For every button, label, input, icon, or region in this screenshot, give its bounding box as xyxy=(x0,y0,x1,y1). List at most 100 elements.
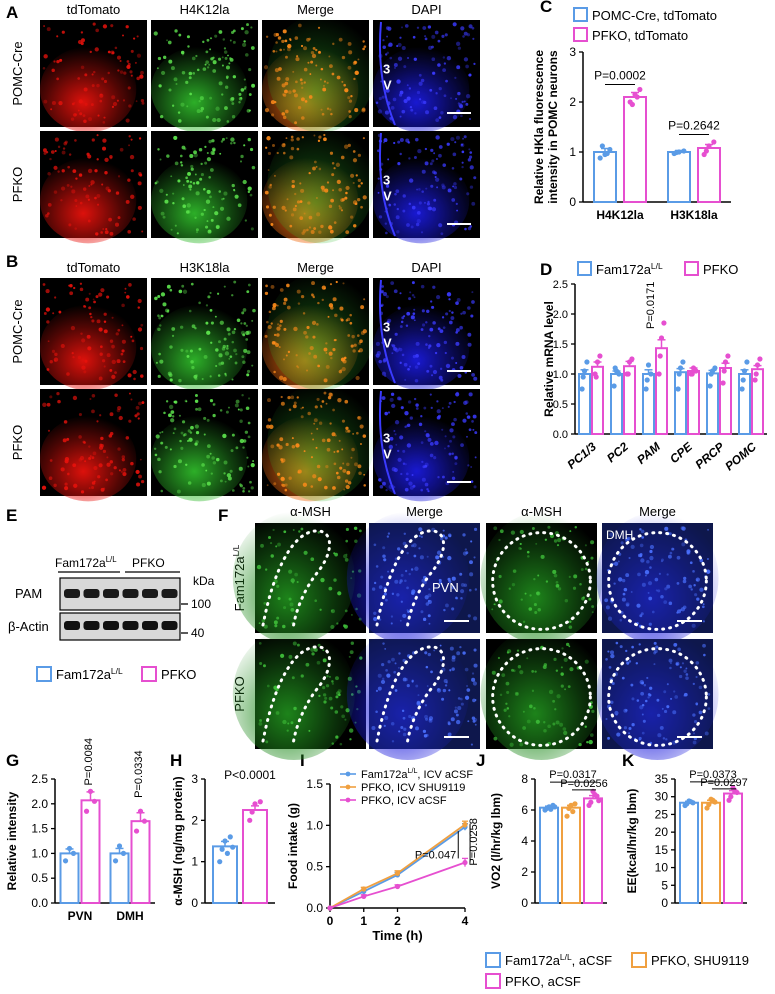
cell-dot xyxy=(203,354,208,359)
cell-dot xyxy=(412,484,416,488)
y-tick-label: 2.0 xyxy=(31,797,48,811)
cell-dot xyxy=(222,197,225,200)
cell-dot xyxy=(103,312,107,316)
cell-dot xyxy=(313,647,318,652)
cell-dot xyxy=(436,294,441,300)
cell-dot xyxy=(393,670,397,674)
y-tick-label: 1 xyxy=(191,855,198,869)
legend-label: PFKO, ICV SHU9119 xyxy=(361,782,465,794)
cell-dot xyxy=(420,78,425,83)
cell-dot xyxy=(352,150,356,153)
cell-dot xyxy=(317,531,320,534)
cell-dot xyxy=(53,357,59,362)
cell-dot xyxy=(45,150,49,154)
data-point xyxy=(83,808,90,814)
cell-dot xyxy=(90,103,94,107)
cell-dot xyxy=(341,197,346,202)
cell-dot xyxy=(391,403,396,409)
cell-dot xyxy=(522,710,525,713)
cell-dot xyxy=(348,50,353,55)
cell-dot xyxy=(177,111,181,114)
cell-dot xyxy=(218,30,223,34)
cell-dot xyxy=(447,722,451,726)
cell-dot xyxy=(466,684,469,688)
cell-dot xyxy=(90,180,95,185)
cell-dot xyxy=(221,93,224,96)
cell-dot xyxy=(72,395,78,401)
cell-dot xyxy=(251,319,254,322)
cell-dot xyxy=(169,345,173,349)
cell-dot xyxy=(425,343,428,346)
cell-dot xyxy=(91,481,96,485)
cell-dot xyxy=(607,736,610,740)
cell-dot xyxy=(671,547,675,551)
cell-dot xyxy=(325,364,330,369)
cell-dot xyxy=(544,538,547,541)
cell-dot xyxy=(685,673,689,676)
cell-dot xyxy=(241,393,244,397)
cell-dot xyxy=(300,527,304,531)
cell-dot xyxy=(421,477,426,482)
cell-dot xyxy=(195,430,200,435)
cell-dot xyxy=(461,354,466,359)
cell-dot xyxy=(283,606,287,610)
cell-dot xyxy=(323,391,327,395)
cell-dot xyxy=(553,657,557,661)
cell-dot xyxy=(68,153,72,156)
cell-dot xyxy=(84,460,87,463)
cell-dot xyxy=(276,151,279,155)
cell-dot xyxy=(198,301,201,305)
cell-dot xyxy=(619,618,623,622)
cell-dot xyxy=(399,435,404,440)
cell-dot xyxy=(663,709,668,714)
cell-dot xyxy=(303,46,307,51)
cell-dot xyxy=(438,153,442,158)
cell-dot xyxy=(455,41,461,46)
category-label: DMH xyxy=(116,909,143,923)
y-tick-label: 1.0 xyxy=(306,818,323,832)
cell-dot xyxy=(307,201,311,205)
cell-dot xyxy=(214,34,218,38)
cell-dot xyxy=(443,340,448,345)
cell-dot xyxy=(425,321,428,324)
cell-dot xyxy=(441,316,445,319)
cell-dot xyxy=(342,462,345,465)
bar xyxy=(212,845,238,905)
cell-dot xyxy=(560,666,563,669)
cell-dot xyxy=(325,464,329,469)
cell-dot xyxy=(203,416,207,420)
data-point xyxy=(566,805,572,812)
cell-dot xyxy=(218,81,223,86)
cell-dot xyxy=(448,689,451,692)
cell-dot xyxy=(389,436,394,441)
cell-dot xyxy=(401,46,406,51)
cell-dot xyxy=(381,371,387,376)
cell-dot xyxy=(465,551,469,555)
cell-dot xyxy=(91,486,95,490)
cell-dot xyxy=(87,219,91,223)
cell-dot xyxy=(308,95,313,99)
cell-dot xyxy=(453,709,458,714)
cell-dot xyxy=(338,206,342,210)
cell-dot xyxy=(110,24,114,28)
cell-dot xyxy=(418,547,421,550)
cell-dot xyxy=(653,641,657,645)
cell-dot xyxy=(241,311,245,315)
cell-dot xyxy=(62,147,66,150)
cell-dot xyxy=(377,177,380,180)
cell-dot xyxy=(609,532,614,537)
cell-dot xyxy=(332,408,335,412)
cell-dot xyxy=(360,182,363,185)
cell-dot xyxy=(403,98,408,104)
panel-b-micrograph xyxy=(262,272,375,391)
cell-dot xyxy=(282,115,287,120)
cell-dot xyxy=(265,284,268,288)
cell-dot xyxy=(621,676,625,680)
cell-dot xyxy=(415,354,419,358)
y-tick-label: 2 xyxy=(569,95,576,109)
cell-dot xyxy=(422,465,426,469)
cell-dot xyxy=(506,651,510,654)
cell-dot xyxy=(206,38,210,42)
data-point xyxy=(675,386,681,392)
cell-dot xyxy=(452,470,455,473)
